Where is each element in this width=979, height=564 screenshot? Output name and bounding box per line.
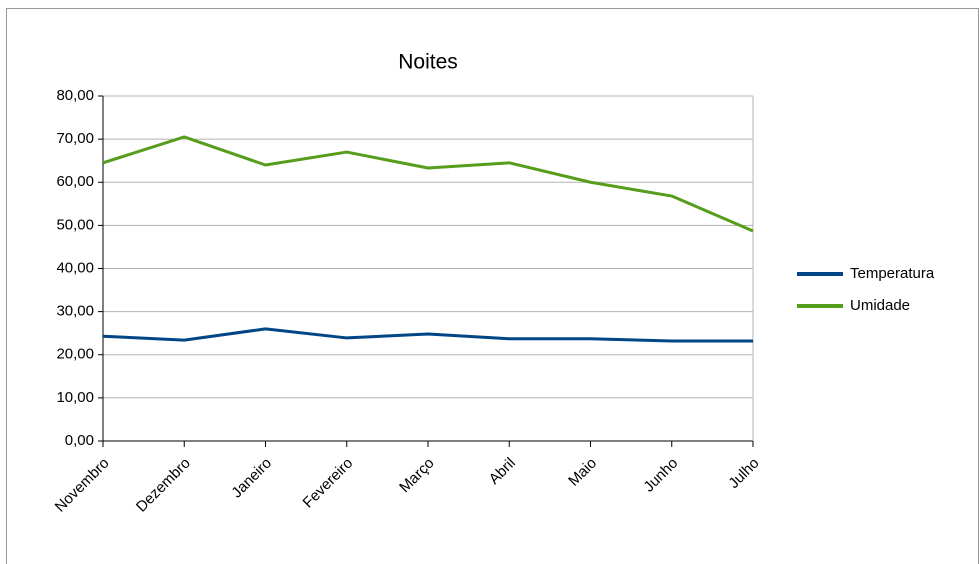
x-tick-label: Maio [565,455,600,490]
legend-label: Umidade [850,297,910,314]
x-tick-label: Janeiro [228,455,275,502]
legend-label: Temperatura [850,265,935,282]
y-tick-label: 80,00 [56,87,94,104]
x-tick-label: Março [396,455,437,496]
y-tick-label: 0,00 [65,432,94,449]
y-tick-label: 30,00 [56,303,94,320]
x-tick-label: Abril [486,455,519,488]
chart-title: Noites [398,51,458,74]
line-series [102,135,754,233]
y-tick-label: 10,00 [56,389,94,406]
x-tick-label: Novembro [52,455,113,516]
x-tick-label: Junho [640,455,681,496]
y-tick-label: 70,00 [56,130,94,147]
y-tick-label: 50,00 [56,216,94,233]
y-tick-label: 20,00 [56,346,94,363]
y-tick-label: 40,00 [56,259,94,276]
x-tick-label: Julho [725,455,762,492]
x-tick-label: Fevereiro [300,455,357,512]
line-series [102,327,753,343]
y-tick-label: 60,00 [56,173,94,190]
x-tick-label: Dezembro [133,455,194,516]
